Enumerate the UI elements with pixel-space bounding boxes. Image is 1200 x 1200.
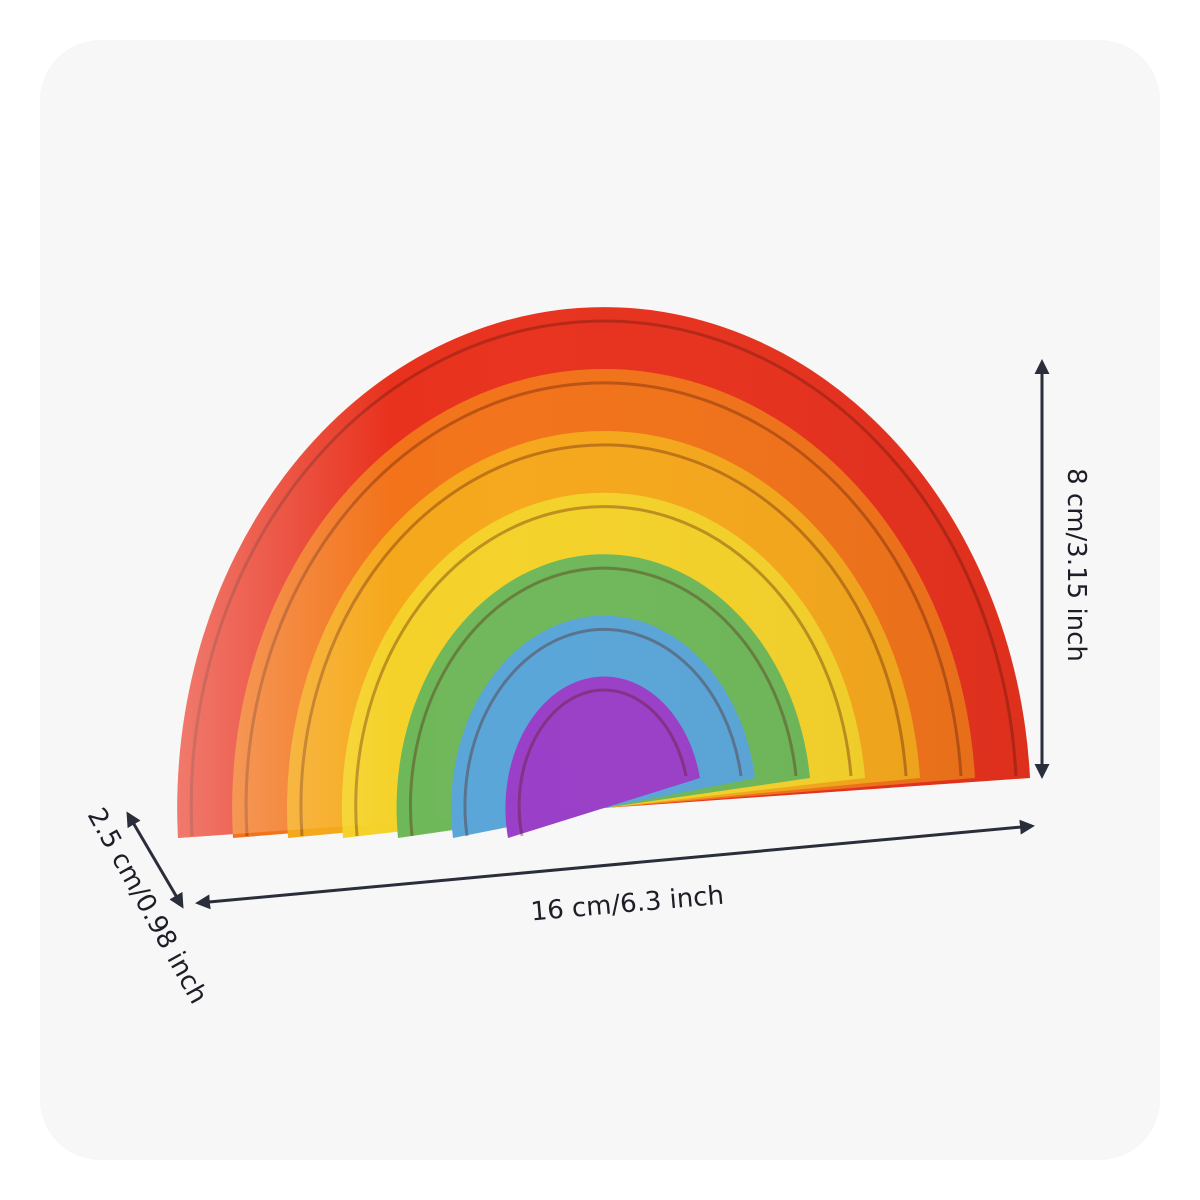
width-arrow bbox=[195, 819, 1035, 910]
highlight bbox=[177, 307, 1030, 838]
height-label: 8 cm/3.15 inch bbox=[1061, 468, 1091, 662]
rainbow-toy bbox=[177, 307, 1030, 838]
depth-arrow bbox=[126, 811, 184, 909]
